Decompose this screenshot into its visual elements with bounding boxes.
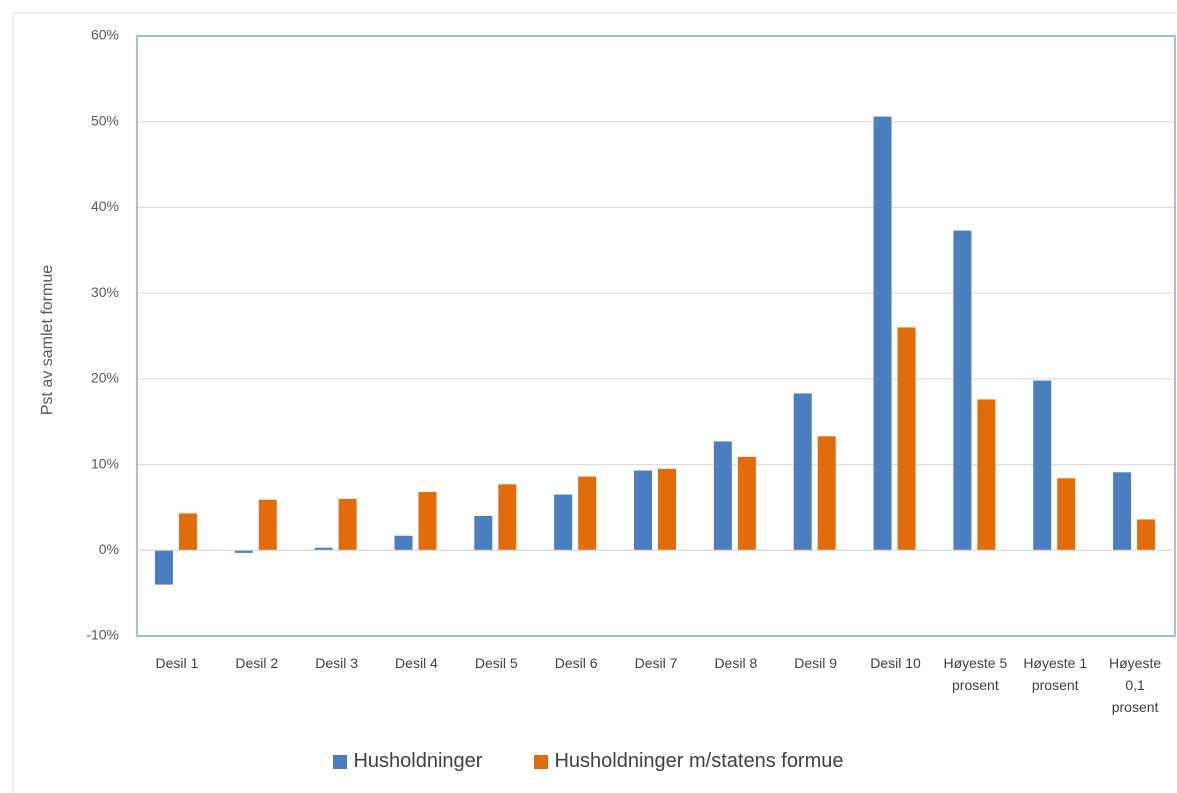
x-tick-label: Desil 1 [155,655,199,671]
bar [178,513,197,551]
x-tick-label: Desil 4 [395,655,438,671]
y-tick-label: 40% [91,198,119,214]
bar [578,476,597,551]
bar [1033,380,1052,551]
bar [314,547,333,551]
y-axis-title: Pst av samlet formue [39,265,56,415]
y-tick-label: 10% [91,455,119,471]
x-tick-label: Desil 2 [235,655,279,671]
bar [1057,478,1076,551]
bar [713,441,732,551]
y-tick-label: 0% [99,541,119,557]
bar [1137,519,1156,551]
x-tick-label: Desil 5 [474,655,518,671]
bar [394,535,413,551]
bar [474,516,493,551]
legend-swatch [333,754,348,769]
chart-border [12,12,1177,793]
x-tick-label: Høyeste 5 prosent [943,655,1008,693]
y-tick-label: -10% [86,627,119,643]
bar [953,230,972,551]
y-tick-label: 20% [91,370,119,386]
x-tick-label: Desil 9 [794,655,838,671]
x-tick-label: Høyeste 1 prosent [1023,655,1088,693]
legend-label: Husholdninger [353,750,483,772]
bar [1113,472,1132,551]
bar [154,550,173,585]
x-tick-label: Desil 7 [634,655,678,671]
x-tick-label: Desil 8 [714,655,758,671]
legend-label: Husholdninger m/statens formue [554,750,844,772]
plot-border [136,35,1176,637]
bar [897,327,916,551]
legend: Husholdninger Husholdninger m/statens for… [0,750,1177,773]
bar [338,498,357,551]
legend-item: Husholdninger [333,750,482,773]
bar [793,393,812,551]
x-tick-label: Desil 3 [315,655,358,671]
y-tick-label: 30% [91,284,119,300]
bar [258,499,277,551]
bar [498,484,517,551]
x-tick-label: Desil 10 [870,655,921,671]
bar [873,116,892,551]
x-tick-label: Desil 6 [554,655,598,671]
bar [737,456,756,551]
bar [658,468,676,551]
y-tick-label: 50% [91,112,119,128]
bar [634,470,652,551]
legend-swatch [534,754,549,769]
bar [554,494,573,551]
x-tick-label: Høyeste 0,1 prosent [1109,655,1162,715]
y-tick-label: 60% [91,27,119,43]
bar [234,550,253,553]
bar [977,399,996,551]
bar [418,492,437,551]
legend-item: Husholdninger m/statens formue [534,750,844,773]
bar [817,436,836,551]
